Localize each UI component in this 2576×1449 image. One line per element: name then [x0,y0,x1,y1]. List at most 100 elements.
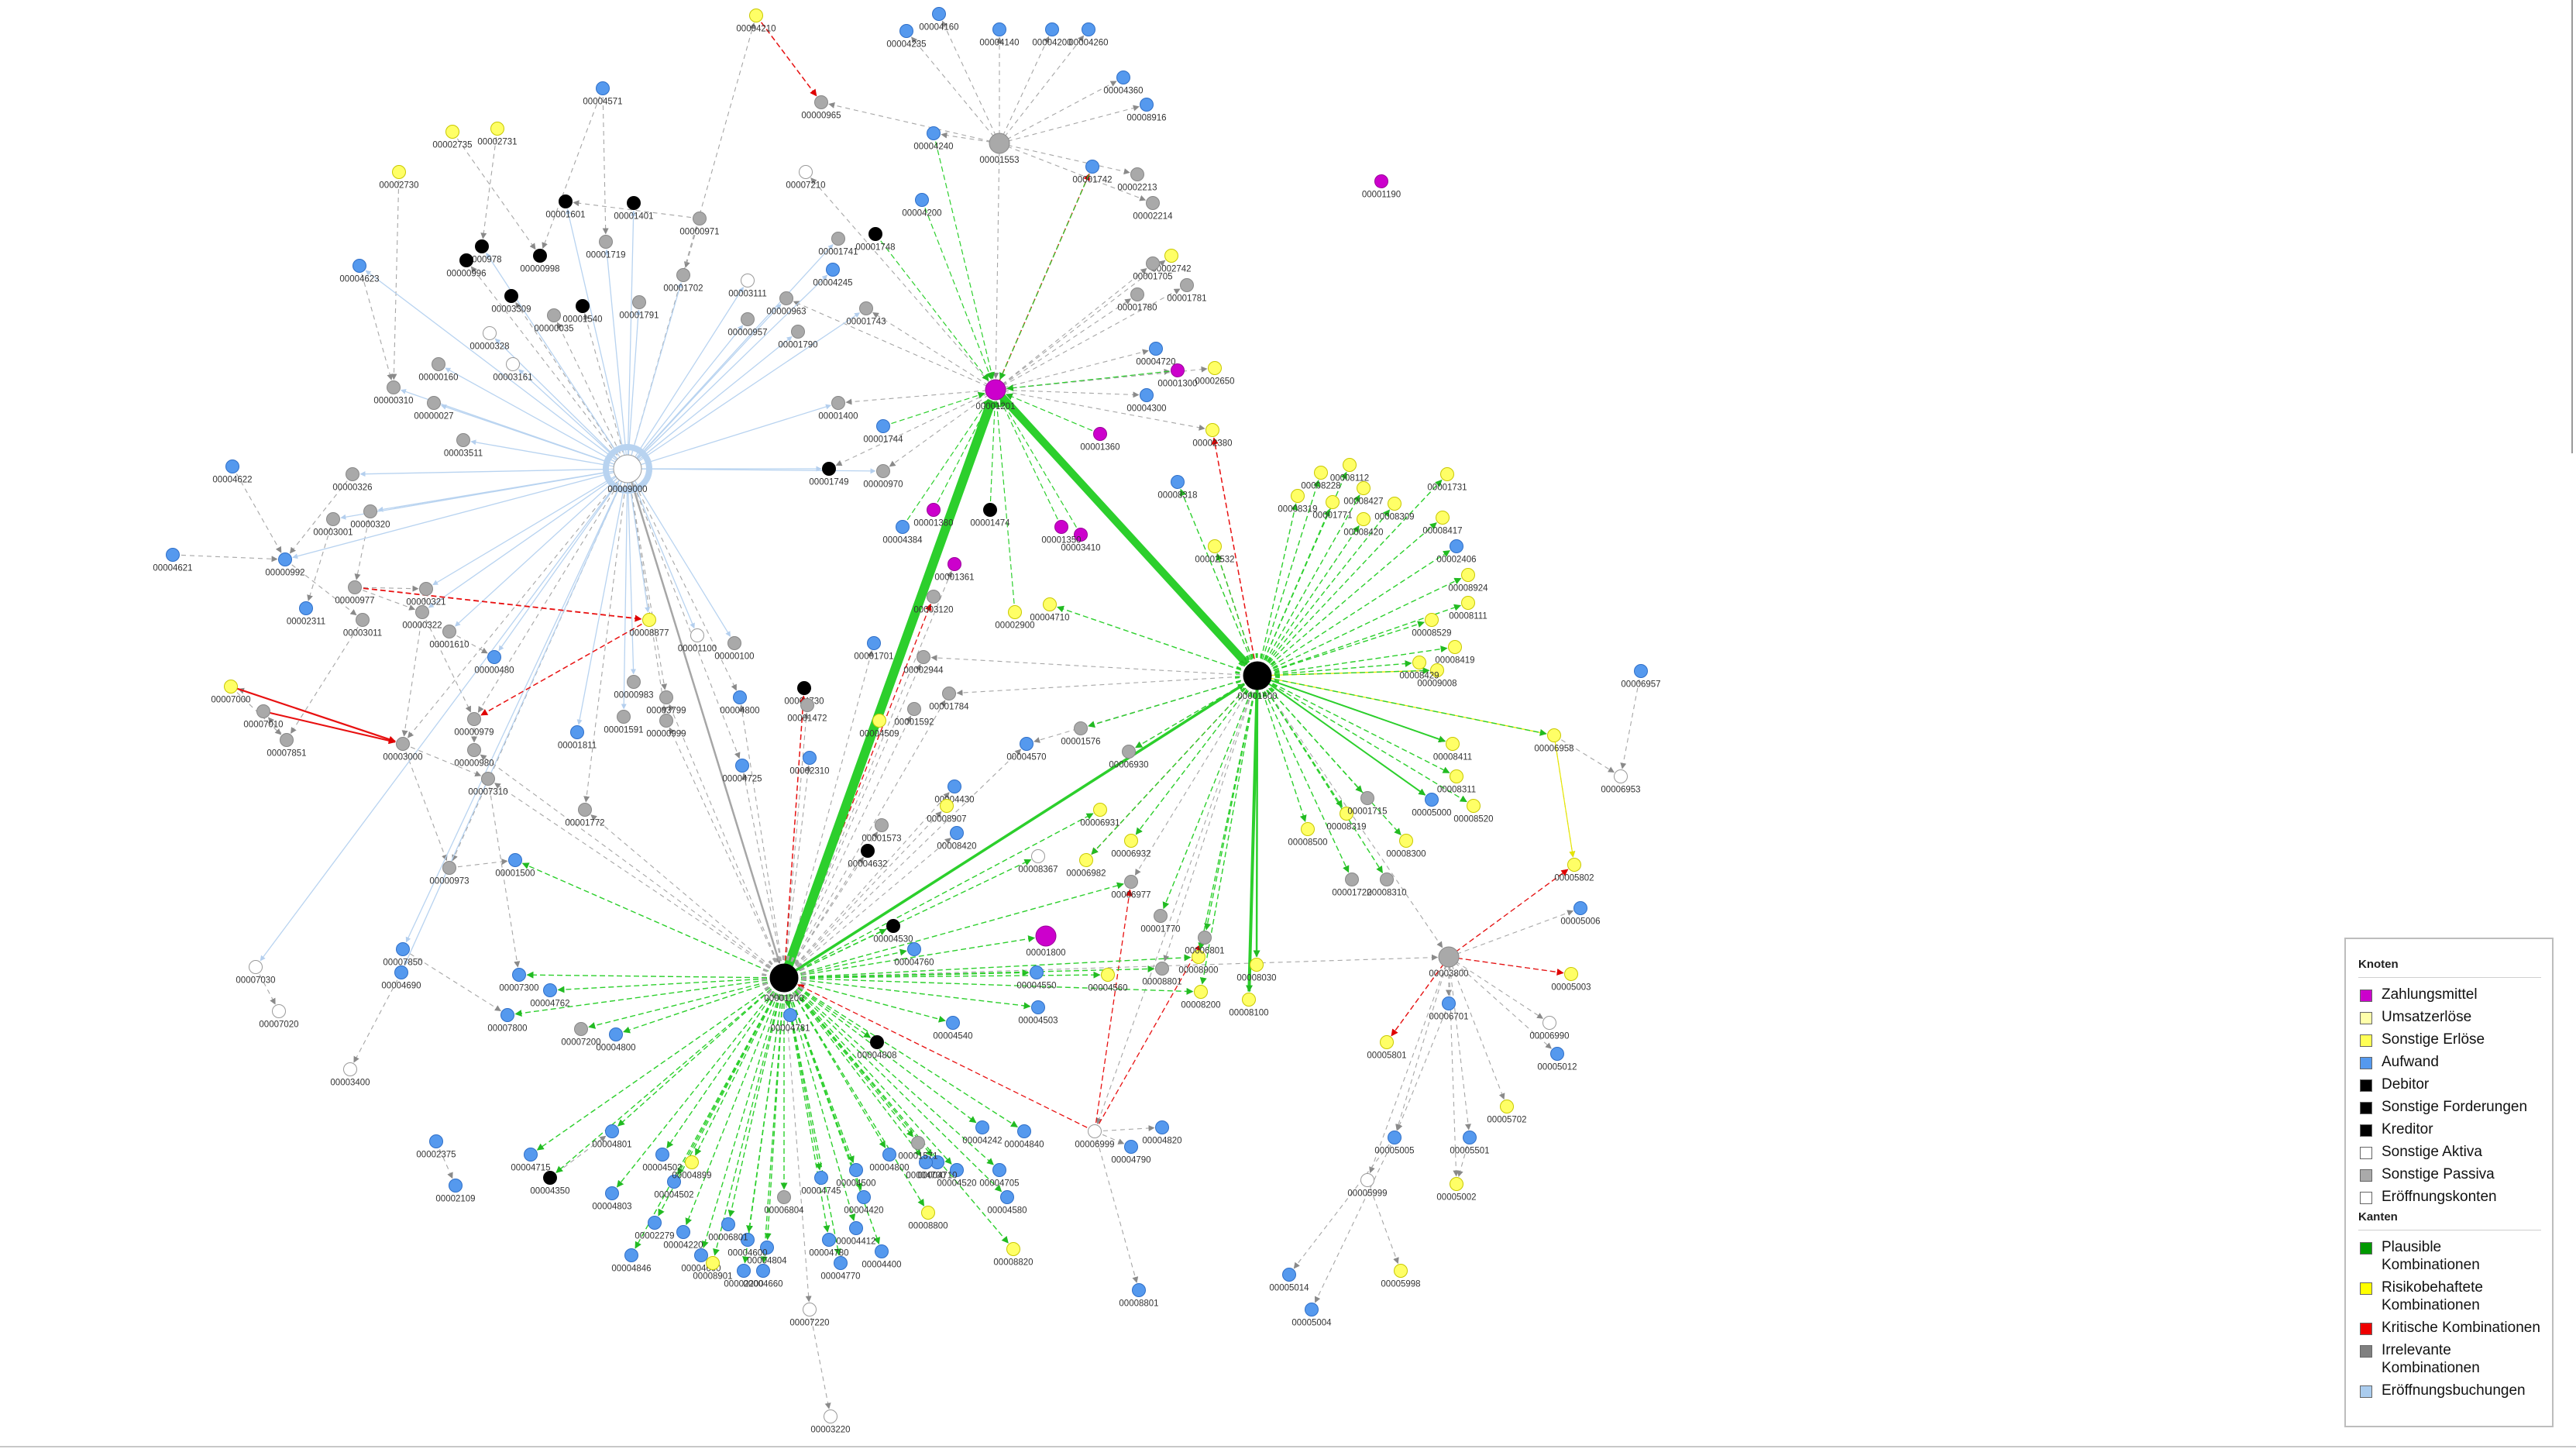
node-marker-blue[interactable] [487,650,501,664]
node-marker-blue[interactable] [676,1225,690,1239]
graph-node[interactable]: 00005003 [1551,967,1591,993]
graph-node[interactable]: 00003799 [646,690,686,716]
graph-node[interactable]: 00008877 [629,613,669,638]
graph-node[interactable]: 00000963 [766,291,807,317]
node-marker-gray[interactable] [547,308,561,322]
graph-node[interactable]: 00000973 [429,861,469,886]
node-marker-debit[interactable] [870,1035,884,1049]
graph-node[interactable]: 00004240 [913,126,954,152]
node-marker-yellow[interactable] [1164,249,1178,263]
node-marker-yellow[interactable] [1093,803,1107,817]
graph-node[interactable]: 00006957 [1621,664,1661,690]
node-marker-yellow[interactable] [1399,834,1413,848]
node-marker-debit[interactable] [504,289,518,303]
node-marker-blue[interactable] [867,636,881,650]
node-marker-blue[interactable] [803,751,817,765]
node-marker-blue[interactable] [278,552,292,566]
graph-node[interactable]: 00005802 [1554,858,1594,883]
graph-node[interactable]: 00000321 [406,582,446,607]
graph-node[interactable]: 00008800 [908,1206,948,1231]
node-marker-yellow[interactable] [1547,728,1561,742]
graph-node[interactable]: 00006804 [764,1190,804,1216]
node-marker-gray[interactable] [1154,909,1168,923]
graph-node[interactable]: 00003309 [491,289,531,315]
graph-node[interactable]: 00000992 [265,552,305,578]
graph-node[interactable]: 00006932 [1111,834,1151,859]
graph-node[interactable]: 00007030 [236,960,276,986]
graph-node[interactable]: 00002532 [1195,539,1235,565]
graph-node[interactable]: 00008907 [927,799,967,824]
graph-node[interactable]: 00001742 [1072,160,1113,185]
graph-node[interactable]: 00008901 [693,1256,733,1282]
graph-node[interactable]: 00008309 [1374,497,1415,522]
node-marker-blue[interactable] [299,601,313,615]
node-marker-debit[interactable] [797,681,811,695]
graph-node[interactable]: 00005000 [1412,793,1452,818]
graph-node[interactable]: 00006801 [708,1217,748,1243]
graph-node[interactable]: 00007000 [211,680,251,705]
node-marker-gray[interactable] [256,704,270,718]
node-marker-gray[interactable] [859,301,873,315]
node-marker-blue[interactable] [849,1221,863,1235]
graph-node[interactable]: 00006958 [1534,728,1574,754]
graph-node[interactable]: 00003511 [444,433,483,459]
node-marker-gray[interactable] [1074,721,1088,735]
node-marker-debit[interactable] [475,239,489,253]
node-marker-debit[interactable] [868,227,882,241]
node-marker-blue[interactable] [875,1244,889,1258]
node-marker-gray[interactable] [659,690,673,704]
graph-node[interactable]: 00004762 [530,983,570,1009]
node-marker-debit[interactable] [533,249,547,263]
node-marker-yellow[interactable] [1250,958,1264,972]
node-marker-gray[interactable] [363,504,377,518]
graph-node[interactable]: 00008801 [1142,962,1182,987]
graph-node[interactable]: 00004846 [611,1248,652,1274]
node-marker-blue[interactable] [1171,475,1185,489]
node-marker-gray[interactable] [578,803,592,817]
node-marker-yellow[interactable] [1500,1100,1514,1113]
node-marker-pay[interactable] [1074,528,1088,542]
graph-node[interactable]: 00004540 [933,1016,973,1041]
graph-node[interactable]: 00002214 [1133,196,1173,222]
node-marker-blue[interactable] [733,690,747,704]
node-marker-yellow[interactable] [1314,466,1328,480]
graph-node[interactable]: 00004770 [820,1256,861,1282]
graph-node[interactable]: 00001719 [586,235,626,260]
graph-node[interactable]: 00004245 [813,263,853,288]
graph-node[interactable]: 00008411 [1433,737,1472,762]
graph-node[interactable]: 00001100 [678,628,717,654]
graph-node[interactable]: 00004502 [642,1148,683,1173]
node-marker-open[interactable] [483,326,497,340]
graph-node[interactable]: 00001350 [1041,520,1082,546]
graph-node[interactable]: 00002109 [435,1179,476,1204]
node-marker-blue[interactable] [814,1171,828,1185]
graph-node[interactable]: 00006801 [1185,931,1225,956]
node-marker-debit[interactable] [559,194,573,208]
node-marker-gray[interactable] [280,733,294,747]
graph-node[interactable]: 00003410 [1061,528,1101,553]
node-marker-debit[interactable] [576,299,590,313]
graph-node[interactable]: 00004804 [747,1241,787,1266]
node-marker-blue[interactable] [1116,71,1130,84]
graph-node[interactable]: 00004720 [1136,342,1176,367]
node-marker-yellow[interactable] [1446,737,1460,751]
node-marker-blue[interactable] [919,1155,933,1169]
node-marker-debit[interactable] [543,1171,557,1185]
node-marker-pay[interactable] [1171,363,1185,377]
graph-node[interactable]: 00008318 [1157,475,1198,501]
graph-node[interactable]: 00001771 [1312,495,1353,521]
node-marker-gray[interactable] [676,268,690,282]
node-marker-blue[interactable] [605,1186,619,1200]
node-marker-blue[interactable] [834,1256,848,1270]
graph-node[interactable]: 00008417 [1422,511,1463,536]
graph-node[interactable]: 00006931 [1080,803,1120,828]
graph-node[interactable]: 00004803 [592,1186,632,1212]
node-marker-gray[interactable] [356,613,370,627]
node-marker-blue[interactable] [225,459,239,473]
graph-node[interactable]: 00001731 [1427,467,1467,493]
node-marker-open[interactable] [1543,1016,1556,1030]
node-marker-blue[interactable] [648,1216,662,1230]
node-marker-blue[interactable] [609,1027,623,1041]
node-marker-blue[interactable] [896,520,910,534]
graph-node[interactable]: 00004600 [727,1233,768,1258]
